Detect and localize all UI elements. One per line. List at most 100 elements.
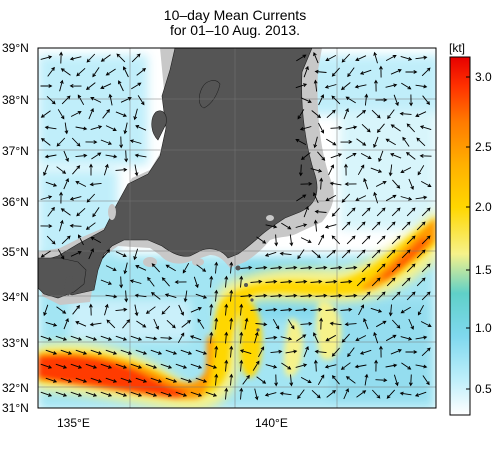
current-arrow — [229, 345, 234, 358]
current-arrow — [285, 349, 298, 354]
current-arrow — [100, 363, 113, 369]
current-arrow — [285, 265, 298, 270]
current-arrow — [340, 307, 353, 312]
current-arrow — [59, 219, 64, 232]
current-arrow — [416, 221, 426, 231]
current-arrow — [40, 195, 53, 200]
current-arrow — [105, 68, 116, 76]
current-arrow — [385, 83, 398, 88]
current-arrow — [86, 53, 96, 63]
current-arrow — [85, 363, 98, 369]
current-arrow — [75, 180, 87, 187]
current-arrow — [102, 108, 110, 119]
current-arrow — [264, 251, 277, 257]
current-arrow — [385, 363, 398, 368]
current-arrow — [298, 164, 303, 177]
current-arrow — [44, 154, 57, 159]
current-arrow — [417, 165, 425, 176]
current-arrow — [136, 320, 147, 328]
current-arrow — [250, 279, 263, 284]
current-arrow — [75, 126, 88, 131]
current-arrow — [264, 392, 277, 397]
current-arrow — [345, 376, 356, 384]
current-arrow — [209, 331, 214, 344]
map-title-line2: for 01–10 Aug. 2013. — [170, 22, 300, 38]
current-arrow — [183, 290, 188, 303]
current-arrow — [270, 349, 283, 354]
current-arrow — [300, 321, 313, 326]
current-arrow — [401, 221, 411, 231]
current-arrow — [85, 82, 96, 90]
current-arrow — [120, 97, 132, 103]
current-arrow — [391, 235, 401, 245]
current-arrow — [311, 389, 321, 399]
current-arrow — [229, 373, 234, 386]
graticule — [38, 48, 436, 408]
current-arrow — [373, 331, 379, 344]
current-arrow — [131, 82, 142, 90]
current-arrow — [69, 223, 82, 228]
current-arrow — [373, 136, 379, 148]
current-arrow — [340, 362, 351, 370]
current-arrow — [329, 181, 342, 186]
current-arrow — [421, 67, 431, 77]
current-arrow — [89, 182, 102, 187]
current-arrow — [421, 207, 431, 217]
current-arrow — [265, 224, 278, 229]
current-arrow — [164, 293, 177, 299]
current-arrow — [303, 346, 309, 358]
current-arrow — [344, 163, 348, 176]
current-arrow — [330, 265, 343, 270]
current-arrow — [270, 293, 283, 298]
colorbar-unit: [kt] — [449, 41, 465, 55]
current-arrow — [123, 262, 128, 275]
current-arrow — [214, 345, 219, 358]
current-arrow — [193, 276, 199, 289]
lat-label-38: 38°N — [2, 93, 29, 107]
current-arrow — [325, 55, 337, 62]
current-arrow — [279, 251, 292, 256]
current-arrow — [61, 95, 71, 105]
current-arrow — [160, 391, 173, 397]
current-arrow — [299, 126, 312, 131]
current-arrow — [40, 335, 53, 341]
current-arrow — [135, 125, 147, 131]
current-arrow — [370, 307, 383, 313]
current-arrow — [416, 137, 426, 147]
current-arrow — [75, 153, 88, 158]
current-arrow — [356, 109, 367, 118]
map-area — [38, 48, 436, 408]
current-arrow — [406, 123, 416, 133]
current-arrow — [399, 111, 412, 116]
current-arrow — [160, 336, 173, 341]
current-arrow — [341, 53, 351, 63]
current-arrow — [70, 251, 82, 257]
current-arrow — [160, 363, 173, 369]
current-arrow — [388, 304, 393, 317]
current-arrow — [57, 109, 65, 120]
current-arrow — [265, 335, 278, 340]
current-arrow — [115, 111, 127, 117]
current-arrow — [355, 335, 367, 342]
current-arrow — [319, 317, 324, 330]
current-arrow — [280, 307, 293, 312]
current-arrow — [391, 263, 401, 273]
current-arrow — [325, 195, 337, 202]
current-arrow — [72, 165, 81, 175]
current-arrow — [61, 235, 71, 245]
current-arrow — [300, 152, 311, 160]
current-arrow — [75, 377, 88, 383]
current-arrow — [376, 291, 386, 301]
current-arrow — [326, 249, 336, 258]
current-arrow — [371, 221, 381, 231]
current-arrow — [374, 359, 378, 372]
current-arrow — [376, 123, 385, 133]
current-arrow — [224, 275, 229, 288]
current-arrow — [195, 377, 208, 383]
current-arrow — [419, 153, 432, 158]
current-arrow — [102, 249, 111, 259]
current-arrow — [419, 125, 432, 131]
current-arrow — [295, 307, 308, 312]
current-arrow — [100, 391, 113, 397]
current-arrow — [92, 67, 100, 78]
